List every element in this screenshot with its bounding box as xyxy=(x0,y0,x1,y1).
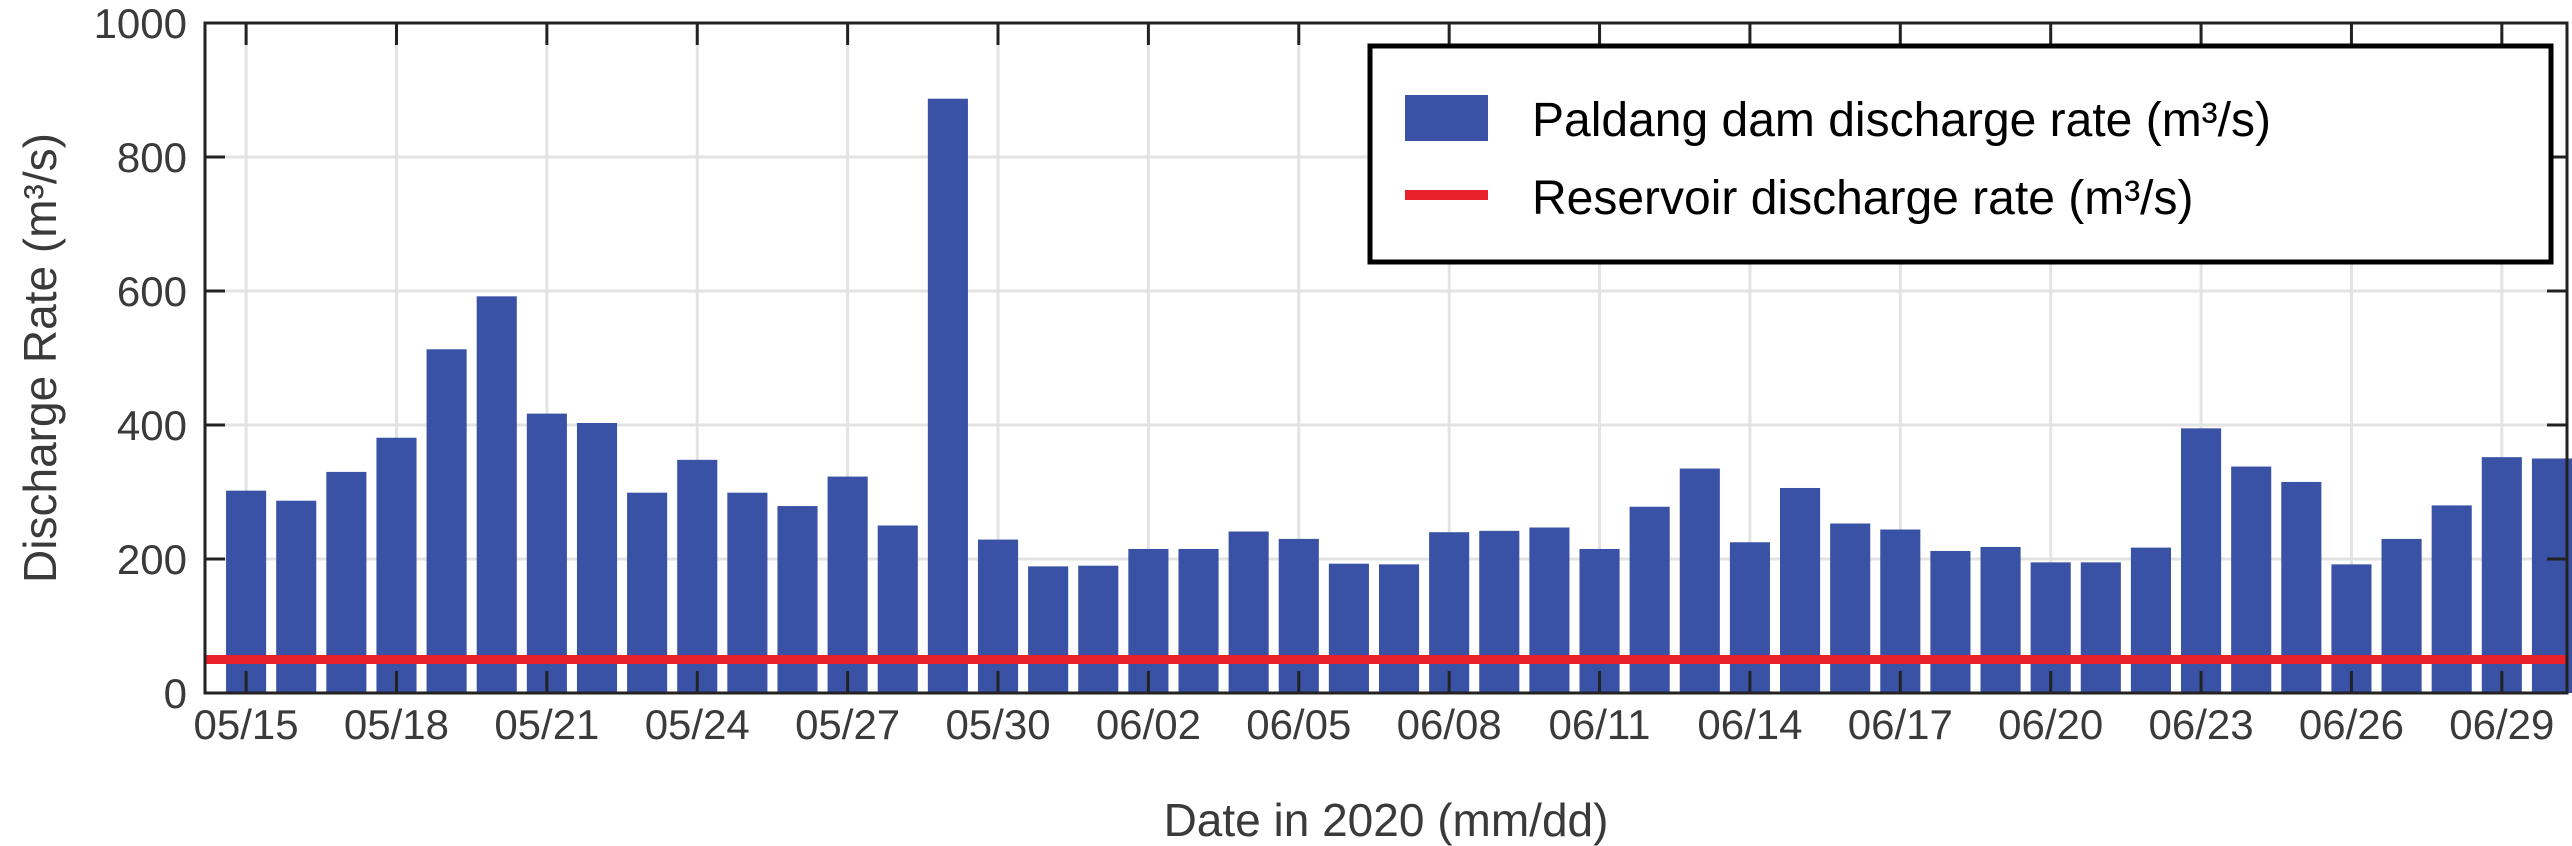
bar-06-19 xyxy=(1980,546,2021,693)
legend-swatch-bar xyxy=(1405,95,1488,141)
y-tick-label: 0 xyxy=(164,670,187,717)
bar-06-03 xyxy=(1178,548,1219,693)
x-tick-label: 06/29 xyxy=(2449,701,2554,748)
bar-06-12 xyxy=(1629,506,1670,693)
x-tick-label: 06/20 xyxy=(1998,701,2103,748)
x-tick-label: 06/17 xyxy=(1848,701,1953,748)
axis-ticks: 0 200 400 600 800 1000 05/15 05/18 05/21 05/24 05/… xyxy=(94,0,2567,748)
bar-06-14 xyxy=(1729,542,1770,693)
bar-05-29 xyxy=(927,98,968,693)
y-axis-label: Discharge Rate (m³/s) xyxy=(14,133,66,583)
bar-05-30 xyxy=(977,539,1019,693)
bar-05-28 xyxy=(877,525,918,693)
bar-06-04 xyxy=(1228,531,1269,693)
y-tick-label: 600 xyxy=(117,268,187,315)
bar-06-27 xyxy=(2381,538,2422,693)
bar-06-21 xyxy=(2080,562,2121,693)
x-tick-label: 05/18 xyxy=(344,701,449,748)
bar-06-10 xyxy=(1529,527,1570,693)
y-tick-label: 800 xyxy=(117,134,187,181)
x-tick-label: 06/05 xyxy=(1246,701,1351,748)
bar-05-22 xyxy=(576,422,618,693)
bar-06-01 xyxy=(1078,565,1119,693)
x-tick-label: 06/14 xyxy=(1697,701,1802,748)
x-tick-label: 06/26 xyxy=(2299,701,2404,748)
y-tick-label: 1000 xyxy=(94,0,187,47)
bar-06-30 xyxy=(2531,458,2572,693)
bar-05-24 xyxy=(677,459,718,693)
bar-05-16 xyxy=(276,500,317,693)
bar-06-18 xyxy=(1930,550,1971,693)
x-tick-label: 05/27 xyxy=(795,701,900,748)
x-tick-label: 06/11 xyxy=(1549,701,1651,748)
x-tick-label: 05/30 xyxy=(945,701,1050,748)
bar-06-11 xyxy=(1579,548,1620,693)
bar-05-19 xyxy=(426,349,467,693)
legend-box xyxy=(1367,43,2554,265)
bar-06-09 xyxy=(1479,530,1520,693)
bar-06-23 xyxy=(2181,428,2222,693)
bar-06-28 xyxy=(2431,505,2472,693)
bar-06-29 xyxy=(2481,457,2522,693)
x-tick-label: 05/24 xyxy=(645,701,750,748)
bar-05-26 xyxy=(777,506,818,693)
bar-06-16 xyxy=(1830,523,1871,693)
bar-06-02 xyxy=(1128,548,1169,693)
y-tick-label: 200 xyxy=(117,536,187,583)
bar-05-21 xyxy=(526,413,567,693)
x-tick-label: 06/08 xyxy=(1397,701,1502,748)
legend: Paldang dam discharge rate (m³/s) Reserv… xyxy=(1367,43,2554,265)
bar-06-17 xyxy=(1880,529,1921,693)
bar-06-08 xyxy=(1429,532,1470,693)
bar-05-20 xyxy=(476,296,517,693)
legend-label-paldang: Paldang dam discharge rate (m³/s) xyxy=(1532,94,2271,147)
x-tick-label: 05/15 xyxy=(194,701,299,748)
y-tick-label: 400 xyxy=(117,402,187,449)
bar-05-18 xyxy=(376,437,417,693)
bar-06-06 xyxy=(1328,563,1369,693)
bar-06-07 xyxy=(1378,564,1420,693)
x-tick-label: 06/23 xyxy=(2149,701,2254,748)
x-tick-label: 06/02 xyxy=(1096,701,1201,748)
bar-06-22 xyxy=(2130,547,2171,693)
legend-label-reservoir: Reservoir discharge rate (m³/s) xyxy=(1532,172,2194,225)
plot-frame xyxy=(203,21,2569,695)
x-axis-label: Date in 2020 (mm/dd) xyxy=(1164,794,1609,846)
legend-swatch-line xyxy=(1405,190,1488,200)
x-tick-label: 05/21 xyxy=(494,701,599,748)
bar-05-31 xyxy=(1028,566,1069,693)
bar-06-05 xyxy=(1278,538,1319,693)
